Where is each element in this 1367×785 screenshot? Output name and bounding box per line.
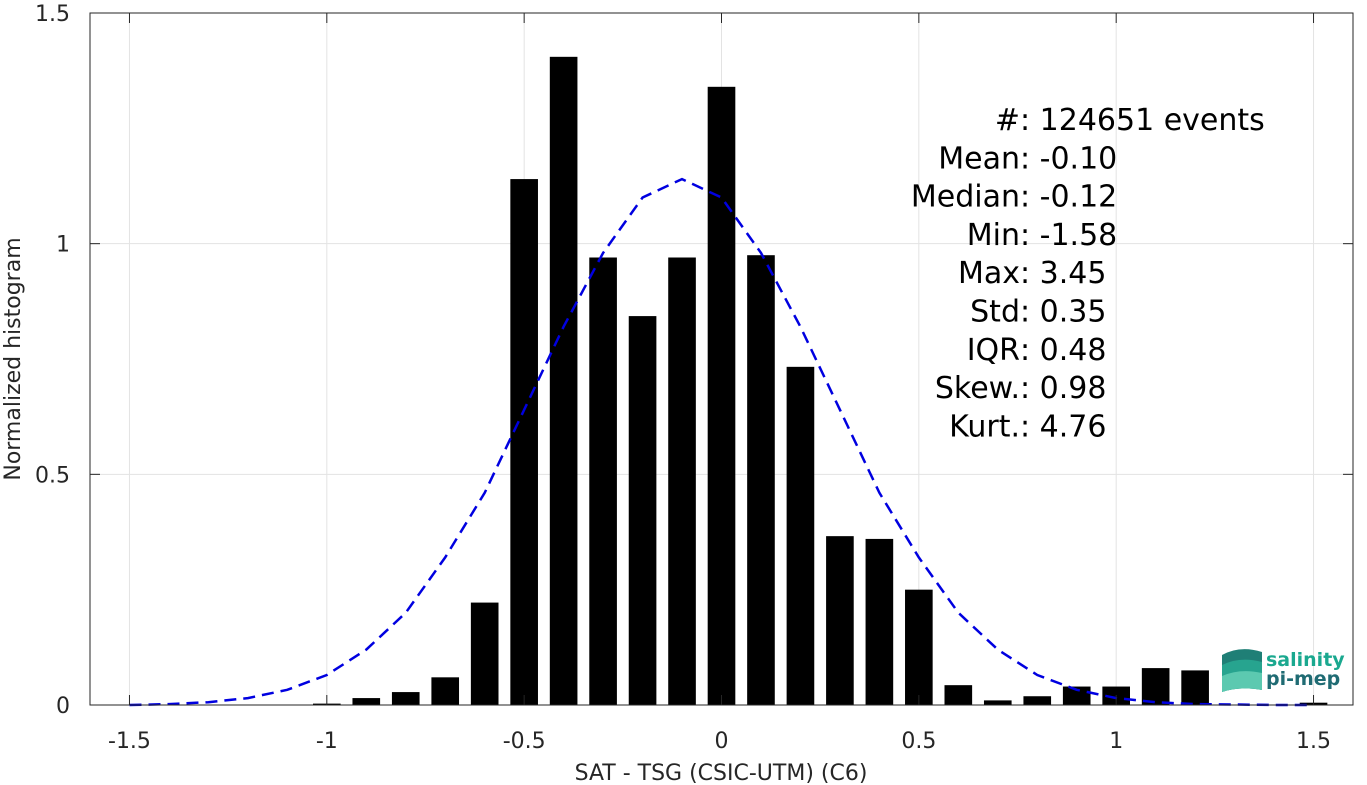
logo-wave-icon — [1222, 649, 1262, 692]
histogram-bar — [510, 179, 538, 705]
histogram-bar — [1141, 668, 1170, 705]
stat-value: : 3.45 — [1020, 256, 1106, 291]
stat-label: Median — [911, 180, 1020, 215]
salinity-pi-mep-logo: salinity pi-mep — [1222, 649, 1345, 692]
y-tick-label: 0.5 — [35, 463, 70, 488]
histogram-bar — [431, 677, 460, 705]
histogram-bar — [983, 700, 1012, 705]
histogram-bar — [589, 257, 617, 705]
histogram-bar — [944, 685, 973, 705]
stat-label: Skew. — [935, 371, 1020, 406]
x-tick-labels: -1.5 -1 -0.5 0 0.5 1 1.5 — [108, 729, 1331, 754]
stat-label: Mean — [938, 141, 1020, 176]
histogram-bar — [826, 536, 854, 705]
stat-label: Std — [970, 295, 1020, 330]
x-tick-label: 0.5 — [901, 729, 936, 754]
x-tick-label: -0.5 — [503, 729, 546, 754]
stat-label: # — [995, 103, 1020, 138]
histogram-bar — [865, 538, 894, 705]
stat-value: : 0.98 — [1020, 371, 1106, 406]
histogram-bar — [905, 589, 933, 705]
histogram-bar — [549, 56, 578, 706]
stat-value: : -0.10 — [1020, 141, 1117, 176]
stat-value: : 0.35 — [1020, 295, 1106, 330]
histogram-bar — [1062, 686, 1091, 705]
x-tick-label: 0 — [715, 729, 729, 754]
y-tick-labels: 0 0.5 1 1.5 — [35, 2, 70, 719]
histogram-bar — [470, 602, 499, 705]
stat-value: : 0.48 — [1020, 333, 1106, 368]
x-tick-label: -1 — [316, 729, 338, 754]
stat-value: : 4.76 — [1020, 409, 1106, 444]
x-axis-title: SAT - TSG (CSIC-UTM) (C6) — [575, 761, 868, 785]
axis-ticks — [90, 12, 1353, 706]
x-tick-label: 1.5 — [1296, 729, 1331, 754]
stat-value: : -1.58 — [1020, 218, 1117, 253]
histogram-bar — [707, 86, 736, 705]
x-tick-label: -1.5 — [108, 729, 151, 754]
stat-label: Kurt. — [949, 409, 1020, 444]
stat-label: Min — [967, 218, 1020, 253]
stat-label: Max — [958, 256, 1020, 291]
y-tick-label: 1 — [56, 233, 70, 258]
y-tick-label: 0 — [56, 694, 70, 719]
histogram-bar — [1181, 670, 1209, 705]
histogram-bar — [747, 255, 775, 705]
y-axis-title: Normalized histogram — [1, 237, 26, 480]
logo-line-2: pi-mep — [1266, 668, 1340, 690]
histogram-bar — [1023, 696, 1052, 705]
histogram-bar — [786, 366, 815, 705]
x-tick-label: 1 — [1109, 729, 1123, 754]
stat-value: : -0.12 — [1020, 180, 1117, 215]
y-tick-label: 1.5 — [35, 2, 70, 27]
stat-label: IQR — [967, 333, 1020, 368]
stat-value: : 124651 events — [1020, 103, 1265, 138]
histogram-bars — [234, 56, 1328, 706]
histogram-bar — [628, 316, 657, 705]
histogram-bar — [352, 698, 381, 705]
logo-line-1: salinity — [1266, 649, 1345, 671]
histogram-bar — [668, 257, 696, 705]
histogram-bar — [391, 692, 420, 705]
